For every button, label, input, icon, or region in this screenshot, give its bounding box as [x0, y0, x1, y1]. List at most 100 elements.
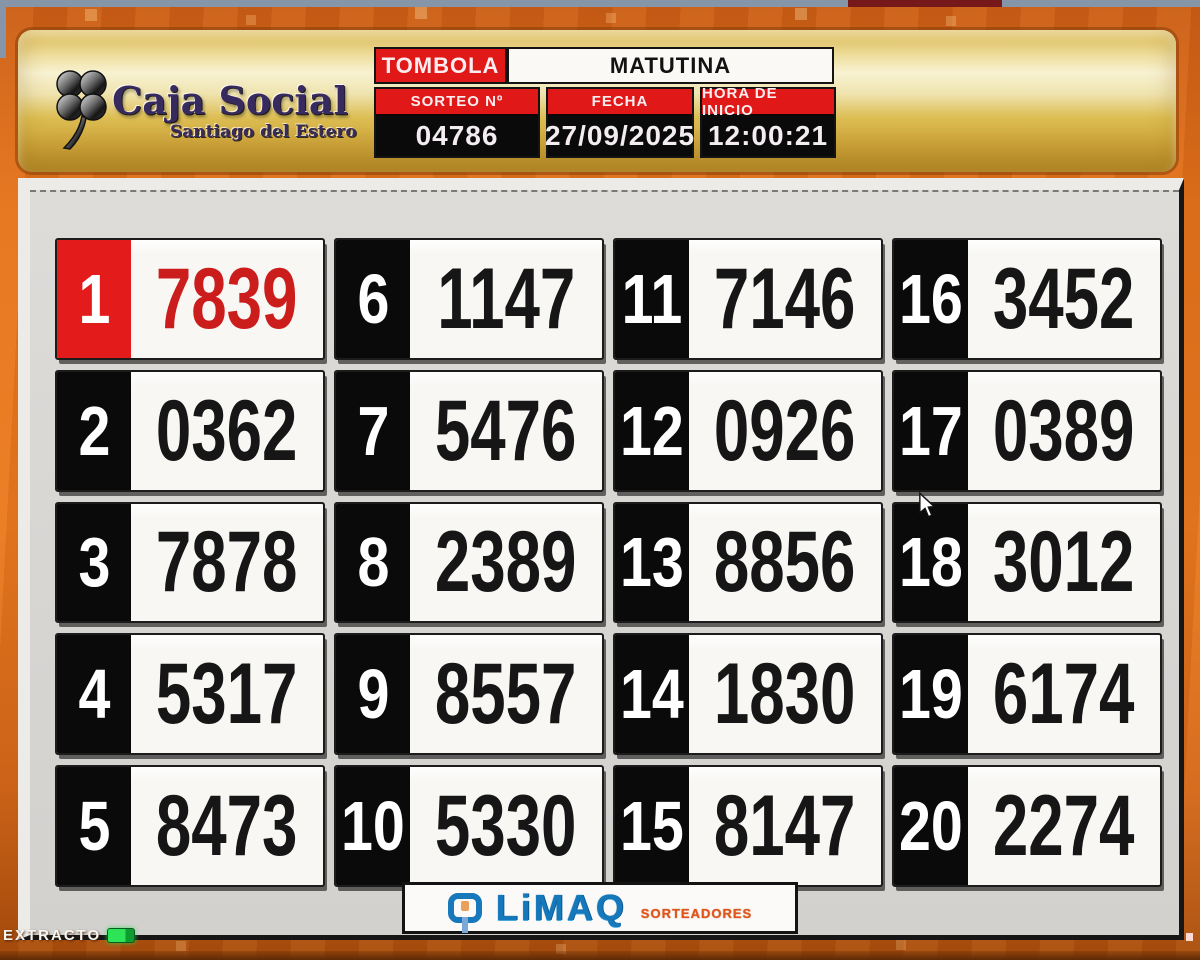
position-number: 3	[78, 523, 110, 602]
result-cell-13: 13 8856	[613, 501, 883, 624]
four-leaf-clover-icon	[56, 70, 107, 150]
date-field: FECHA 27/09/2025	[544, 87, 696, 158]
draw-number-field: SORTEO Nº 04786	[374, 87, 540, 158]
position-badge: 10	[336, 767, 410, 885]
caja-social-logo: Caja Social Santiago del Estero	[52, 60, 357, 170]
position-badge: 7	[336, 371, 410, 490]
drawn-number: 8147	[689, 767, 881, 885]
drawn-number-text: 8557	[435, 646, 577, 743]
drawn-number: 8856	[689, 504, 881, 622]
drawn-number: 2274	[968, 767, 1160, 885]
result-cell-15: 15 8147	[613, 765, 883, 887]
position-number: 12	[620, 391, 684, 470]
drawn-number: 3452	[968, 240, 1160, 358]
position-number: 9	[357, 655, 389, 734]
position-number: 7	[357, 391, 389, 470]
result-cell-14: 14 1830	[613, 633, 883, 756]
date-value: 27/09/2025	[544, 119, 696, 151]
position-badge: 11	[615, 240, 689, 358]
results-panel: 1 7839 2 0362 3 7878 4 5317 5 8473 6 114…	[18, 178, 1184, 940]
position-number: 4	[78, 655, 110, 734]
drawn-number-text: 0389	[993, 382, 1135, 479]
drawn-number: 3012	[968, 504, 1160, 622]
result-cell-18: 18 3012	[892, 501, 1162, 624]
start-time-value: 12:00:21	[707, 119, 829, 151]
position-number: 18	[899, 523, 963, 602]
position-number: 20	[899, 787, 963, 866]
position-number: 15	[620, 787, 684, 866]
drawn-number: 6174	[968, 635, 1160, 753]
result-cell-1: 1 7839	[55, 238, 325, 360]
mouse-cursor	[919, 492, 936, 518]
result-cell-8: 8 2389	[334, 501, 604, 624]
start-time-label: HORA DE INICIO	[702, 85, 834, 119]
drawn-number: 0362	[131, 372, 323, 490]
extracto-status: EXTRACTO	[3, 927, 136, 944]
position-badge: 19	[894, 635, 968, 754]
video-left-strip	[0, 0, 6, 58]
drawn-number-text: 5330	[435, 778, 577, 875]
position-badge: 6	[336, 240, 410, 358]
result-cell-5: 5 8473	[55, 765, 325, 887]
position-number: 11	[621, 259, 683, 338]
drawn-number-text: 7878	[156, 514, 298, 611]
position-badge: 12	[615, 371, 689, 490]
date-label: FECHA	[548, 89, 692, 115]
result-cell-20: 20 2274	[892, 765, 1162, 887]
position-number: 14	[620, 655, 684, 734]
drawn-number-text: 7839	[156, 250, 298, 347]
position-number: 5	[78, 787, 110, 866]
drawn-number-text: 0362	[156, 382, 298, 479]
drawn-number-text: 1830	[714, 646, 856, 743]
drawn-number-text: 5476	[435, 382, 577, 479]
position-badge: 13	[615, 503, 689, 622]
drawn-number: 7146	[689, 240, 881, 358]
frame-confetti-texture	[0, 0, 2, 2]
video-top-strip	[0, 0, 1200, 7]
drawn-number: 7878	[131, 504, 323, 622]
game-name-badge: TOMBOLA	[374, 47, 507, 84]
position-number: 2	[78, 391, 110, 470]
header-panel: Caja Social Santiago del Estero TOMBOLA …	[18, 30, 1176, 172]
position-number: 16	[899, 259, 963, 338]
position-badge: 16	[894, 240, 968, 358]
drawn-number-text: 0926	[714, 382, 856, 479]
position-number: 13	[620, 523, 684, 602]
video-top-strip-red	[848, 0, 1002, 7]
position-badge: 4	[57, 635, 131, 754]
position-number: 8	[357, 523, 389, 602]
position-number: 6	[357, 259, 389, 338]
limaq-logo-box: LiMAQ SORTEADORES	[402, 882, 798, 934]
extracto-label: EXTRACTO	[3, 927, 102, 944]
logo-subtitle: Santiago del Estero	[170, 122, 357, 142]
drawn-number: 2389	[410, 504, 602, 622]
limaq-brand-suffix: SORTEADORES	[640, 905, 753, 921]
result-cell-19: 19 6174	[892, 633, 1162, 756]
drawn-number: 8557	[410, 635, 602, 753]
position-badge: 17	[894, 371, 968, 490]
drawn-number-text: 3012	[993, 514, 1135, 611]
position-number: 19	[899, 655, 963, 734]
result-cell-7: 7 5476	[334, 369, 604, 492]
position-badge: 14	[615, 635, 689, 754]
drawn-number: 1147	[410, 240, 602, 358]
position-badge: 20	[894, 767, 968, 885]
drawn-number-text: 8856	[714, 514, 856, 611]
drawn-number: 1830	[689, 635, 881, 753]
result-cell-4: 4 5317	[55, 633, 325, 756]
drawn-number-text: 7146	[714, 250, 856, 347]
position-badge: 2	[57, 371, 131, 490]
video-corner-speck	[1186, 933, 1193, 941]
drawn-number: 5476	[410, 372, 602, 490]
drawn-number: 5330	[410, 767, 602, 885]
result-cell-12: 12 0926	[613, 369, 883, 492]
result-cell-11: 11 7146	[613, 238, 883, 360]
position-badge: 8	[336, 503, 410, 622]
drawn-number-text: 2274	[993, 778, 1135, 875]
position-number: 10	[341, 787, 405, 866]
position-badge: 5	[57, 767, 131, 885]
position-badge: 9	[336, 635, 410, 754]
logo-title: Caja Social	[112, 78, 348, 123]
drawn-number: 8473	[131, 767, 323, 885]
result-cell-2: 2 0362	[55, 369, 325, 492]
